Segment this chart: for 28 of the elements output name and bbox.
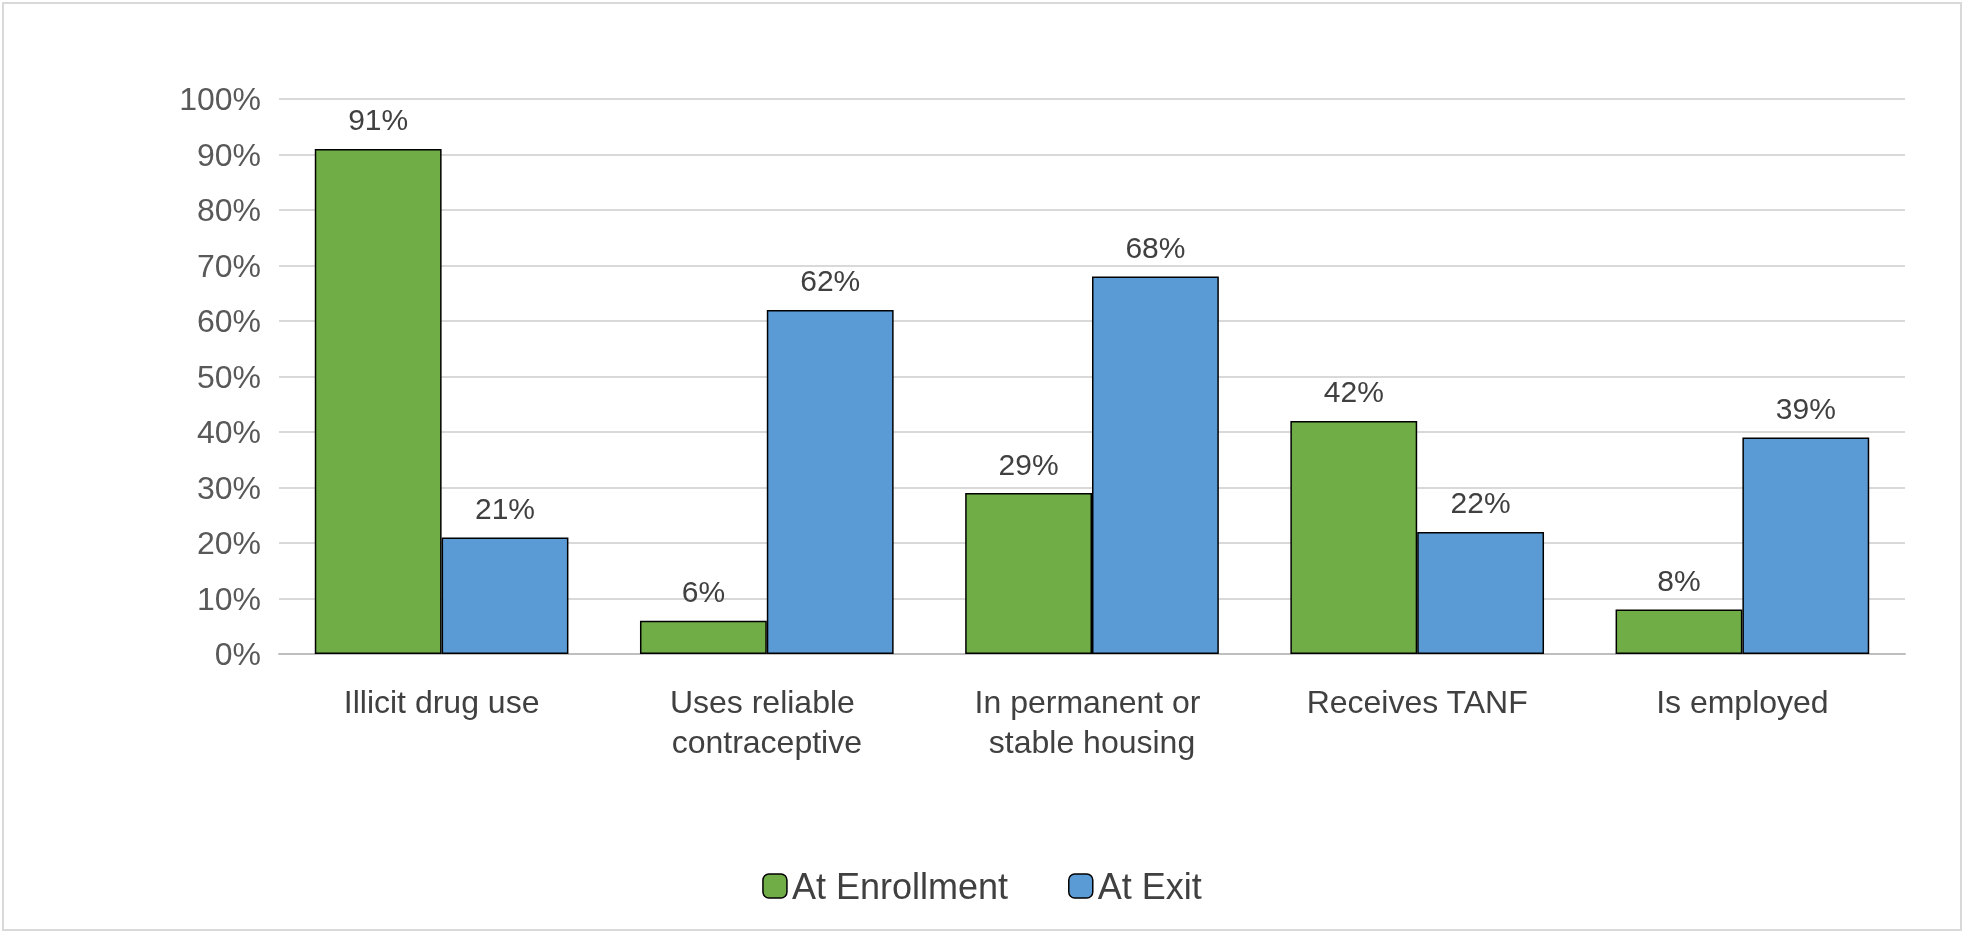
y-tick-label: 60% [196,303,261,339]
y-tick-label: 30% [196,469,261,506]
x-tick-label: Uses reliable contraceptive [669,684,864,760]
y-tick-label: 40% [196,414,261,450]
y-tick-label: 100% [179,81,261,117]
x-tick-label: In permanent or stable housing [974,684,1210,760]
data-label: 21% [474,491,536,525]
data-label: 68% [1125,231,1186,265]
y-tick-label: 50% [196,358,261,395]
y-tick-label: 0% [214,636,261,672]
data-label: 91% [348,103,409,137]
legend-label: At Exit [1097,865,1202,907]
y-tick-label: 70% [196,247,261,284]
x-tick-label: Receives TANF [1306,684,1528,720]
data-label: 29% [998,447,1059,481]
data-label: 62% [800,264,861,298]
data-label: 6% [681,575,726,609]
y-tick-label: 20% [196,525,261,561]
y-tick-label: 90% [196,136,261,173]
data-label: 8% [1657,564,1701,598]
y-tick-label: 80% [196,192,261,228]
x-tick-label: Illicit drug use [343,684,540,720]
data-label: 39% [1775,392,1836,426]
data-label: 42% [1323,375,1384,409]
legend-label: At Enrollment [791,865,1009,907]
x-tick-label: Is employed [1656,684,1829,720]
y-tick-label: 10% [196,580,261,617]
data-label: 22% [1450,486,1511,520]
